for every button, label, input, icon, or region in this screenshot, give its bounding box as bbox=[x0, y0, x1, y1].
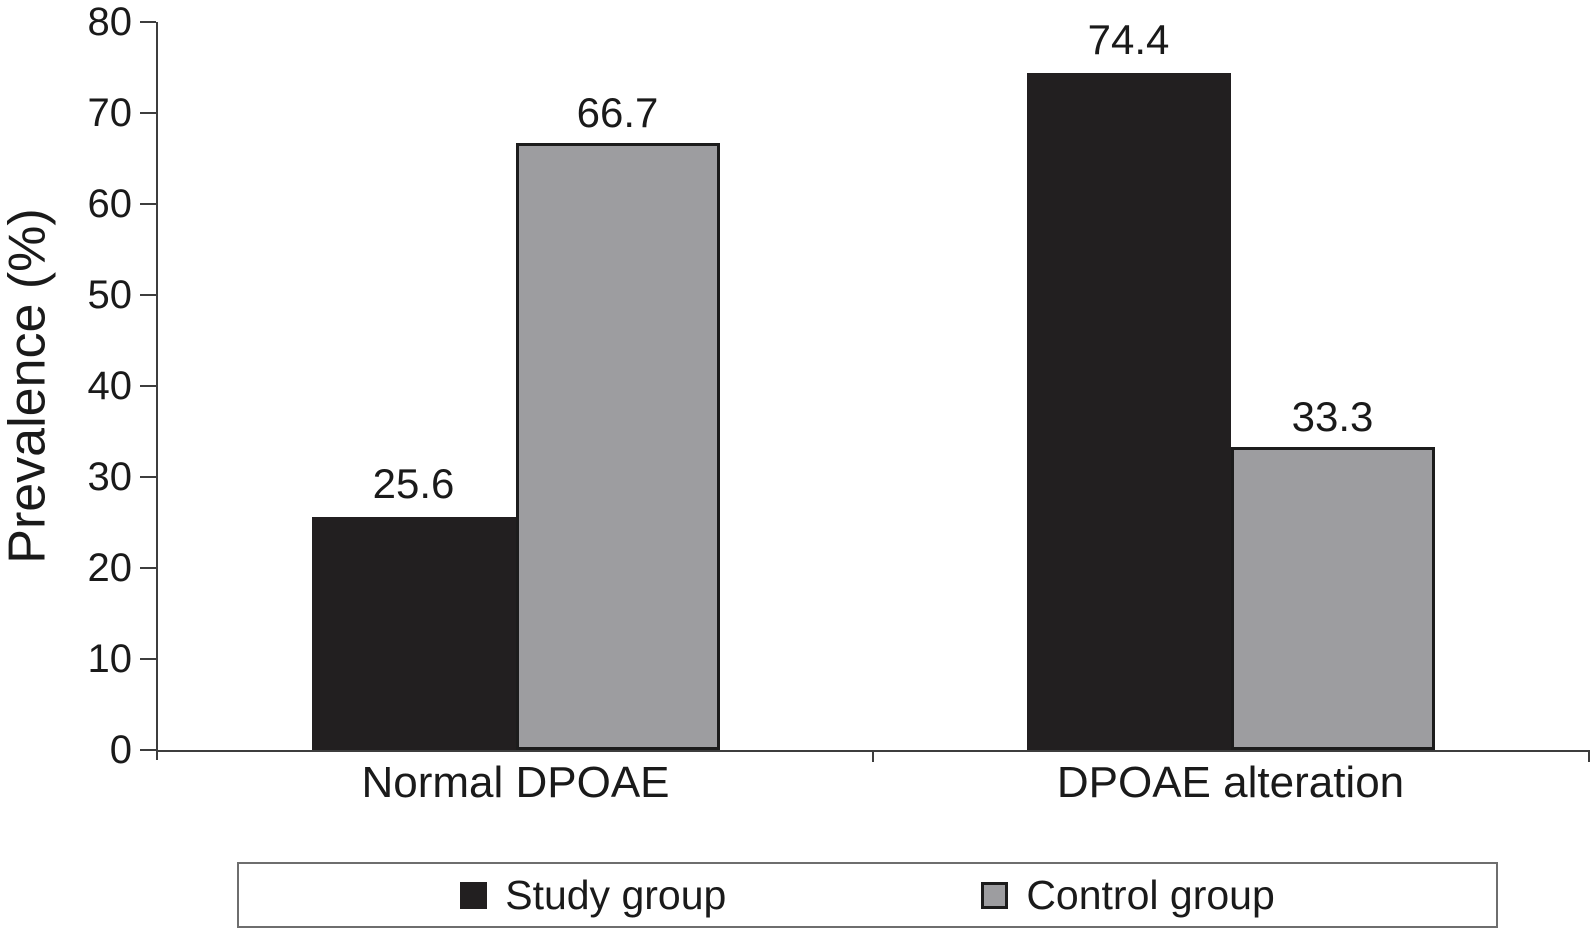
legend-item-control-group: Control group bbox=[981, 871, 1275, 919]
y-tick-label: 50 bbox=[87, 273, 133, 317]
x-category-label-normal-dpoae: Normal DPOAE bbox=[361, 758, 670, 807]
y-axis bbox=[156, 22, 158, 760]
y-tick-label: 80 bbox=[87, 0, 133, 44]
y-tick-mark bbox=[140, 476, 156, 478]
y-tick-mark bbox=[140, 21, 156, 23]
category-group-dpoae-alteration: 74.4 33.3 bbox=[873, 16, 1588, 750]
bar-value-label: 74.4 bbox=[1087, 15, 1170, 63]
y-tick-label: 60 bbox=[87, 182, 133, 226]
bar-value-label: 33.3 bbox=[1291, 392, 1374, 440]
y-axis-title-container: Prevalence (%) bbox=[0, 22, 57, 750]
y-tick-mark bbox=[140, 658, 156, 660]
category-group-normal-dpoae: 25.6 66.7 bbox=[158, 22, 873, 750]
y-axis-title: Prevalence (%) bbox=[0, 208, 57, 564]
plot-area: 0 10 20 30 40 50 60 70 bbox=[88, 2, 1590, 807]
x-axis-tick-right bbox=[1588, 750, 1590, 762]
y-tick-mark bbox=[140, 203, 156, 205]
y-tick-label: 30 bbox=[87, 455, 133, 499]
bar-value-label: 66.7 bbox=[576, 88, 659, 136]
y-tick-mark bbox=[140, 567, 156, 569]
y-tick-label: 0 bbox=[109, 728, 132, 772]
y-tick-label: 20 bbox=[87, 546, 133, 590]
y-tick-label: 40 bbox=[87, 364, 133, 408]
y-tick-mark bbox=[140, 385, 156, 387]
y-tick-label: 70 bbox=[87, 91, 133, 135]
legend-label-control-group: Control group bbox=[1026, 871, 1275, 918]
control-group-swatch-icon bbox=[981, 881, 1009, 909]
bar-control-normal-dpoae: 66.7 bbox=[515, 89, 720, 750]
x-category-label-dpoae-alteration: DPOAE alteration bbox=[1056, 758, 1405, 807]
bar-control-dpoae-alteration: 33.3 bbox=[1230, 393, 1435, 750]
x-axis-tick-middle bbox=[872, 750, 874, 762]
y-tick-mark bbox=[140, 112, 156, 114]
bar-value-label: 25.6 bbox=[372, 459, 455, 507]
legend: Study group Control group bbox=[237, 862, 1498, 928]
y-tick-label: 10 bbox=[87, 637, 133, 681]
study-group-swatch-icon bbox=[460, 881, 488, 909]
y-tick-mark bbox=[140, 749, 156, 751]
legend-item-study-group: Study group bbox=[460, 872, 726, 919]
bar-study-dpoae-alteration: 74.4 bbox=[1026, 16, 1231, 750]
bar-study-normal-dpoae: 25.6 bbox=[311, 460, 516, 750]
y-tick-mark bbox=[140, 294, 156, 296]
legend-label-study-group: Study group bbox=[505, 871, 727, 918]
